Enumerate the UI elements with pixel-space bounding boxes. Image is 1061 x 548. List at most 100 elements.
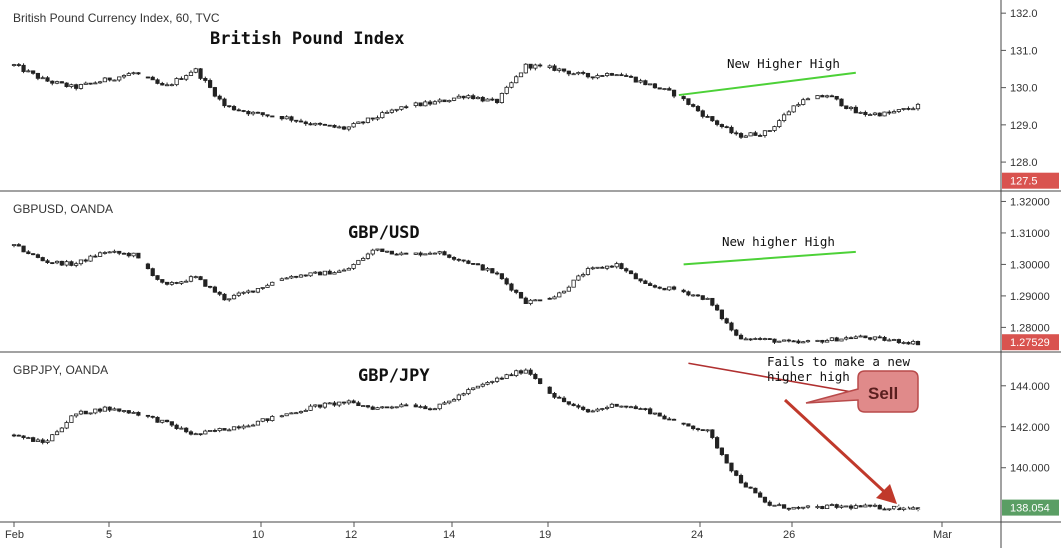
candle-body <box>796 506 801 509</box>
last-price-box <box>1002 499 1059 516</box>
candle-body <box>184 427 189 433</box>
candle-body <box>681 96 686 100</box>
candle-body <box>729 126 734 134</box>
candle-body <box>743 338 748 341</box>
candle-body <box>767 338 772 340</box>
candle-body <box>21 245 26 253</box>
candle-body <box>662 88 667 90</box>
candle-body <box>212 286 217 293</box>
candle-body <box>341 401 347 404</box>
candle-body <box>184 75 189 80</box>
candle-body <box>772 338 777 343</box>
candle-body <box>557 396 562 399</box>
candle-body <box>595 266 600 269</box>
candle-body <box>901 108 906 110</box>
candle-body <box>566 286 571 292</box>
candle-body <box>308 272 313 277</box>
candle-body <box>609 73 614 76</box>
candle-body <box>308 405 313 411</box>
candle-body <box>624 268 629 272</box>
candle-body <box>327 402 332 405</box>
candle-body <box>605 265 610 269</box>
candle-body <box>69 261 74 266</box>
candle-body <box>652 412 658 415</box>
candle-body <box>88 82 93 85</box>
candle-body <box>26 251 31 255</box>
candle-body <box>83 82 88 85</box>
candle-body <box>284 413 289 417</box>
candle-body <box>447 400 452 404</box>
x-tick-label: 12 <box>345 529 357 541</box>
sell-callout-label: Sell <box>868 384 898 403</box>
candle-body <box>738 334 744 340</box>
candle-body <box>370 117 375 120</box>
candle-body <box>729 322 734 331</box>
candle-body <box>246 425 251 428</box>
candle-body <box>557 292 562 298</box>
candle-body <box>399 252 404 256</box>
candle-body <box>461 95 466 99</box>
candle-body <box>662 287 667 291</box>
candle-body <box>318 122 323 125</box>
candle-body <box>59 81 64 84</box>
candle-body <box>724 126 729 129</box>
candle-body <box>389 109 394 113</box>
candle-body <box>638 80 643 83</box>
candle-body <box>35 72 41 79</box>
candle-body <box>743 482 748 488</box>
candle-body <box>528 369 533 375</box>
watermark: @jiuxincheng <box>894 505 998 521</box>
candle-body <box>375 248 380 251</box>
candle-body <box>475 96 481 100</box>
candle-body <box>279 278 284 281</box>
candle-body <box>786 339 791 342</box>
candle-body <box>868 504 873 507</box>
candle-body <box>413 404 418 408</box>
candle-body <box>815 339 820 342</box>
candle-body <box>322 123 327 126</box>
candle-body <box>509 283 514 291</box>
candle-body <box>576 405 581 408</box>
candle-body <box>289 275 294 279</box>
candle-body <box>705 429 710 432</box>
candle-body <box>236 109 241 112</box>
candle-body <box>193 276 198 279</box>
y-tick-label: 1.30000 <box>1010 259 1050 271</box>
candle-body <box>112 79 117 82</box>
candle-body <box>518 370 524 374</box>
candle-body <box>64 261 69 266</box>
candle-body <box>853 106 858 114</box>
candle-body <box>332 124 337 128</box>
candle-body <box>533 64 538 69</box>
candle-body <box>853 505 858 509</box>
last-price-label: 138.054 <box>1010 503 1050 515</box>
candle-body <box>318 404 323 408</box>
candle-body <box>648 283 653 286</box>
candle-body <box>40 77 45 80</box>
candle-body <box>896 339 901 344</box>
pane-1-title: British Pound Index <box>210 29 404 49</box>
candle-body <box>356 259 361 265</box>
candle-body <box>112 408 117 411</box>
candle-body <box>509 82 514 88</box>
candle-body <box>471 387 476 390</box>
candle-body <box>380 248 385 252</box>
candle-body <box>337 126 342 129</box>
candle-body <box>117 408 122 412</box>
candle-body <box>270 281 275 286</box>
candle-body <box>777 504 782 507</box>
candle-body <box>418 102 423 107</box>
candle-body <box>571 403 576 407</box>
candle-body <box>686 423 691 427</box>
candle-body <box>174 282 179 284</box>
candle-body <box>447 100 452 103</box>
candle-body <box>83 410 88 415</box>
candle-body <box>45 440 50 443</box>
candle-body <box>801 506 806 509</box>
candle-body <box>131 72 136 75</box>
candle-body <box>595 408 600 412</box>
candle-body <box>820 95 825 98</box>
candle-body <box>322 402 327 408</box>
candle-body <box>451 97 457 101</box>
candle-body <box>93 82 98 85</box>
